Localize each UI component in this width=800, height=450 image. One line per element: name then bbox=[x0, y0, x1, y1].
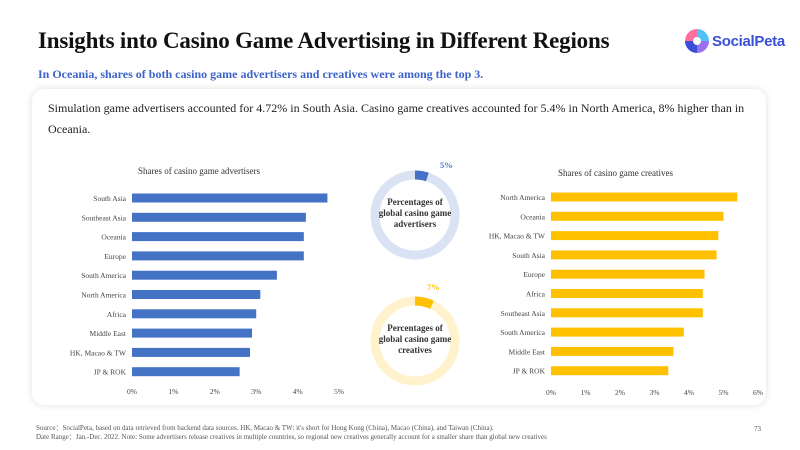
creatives-tick-label: 5% bbox=[719, 388, 729, 397]
advertisers-tick-label: 4% bbox=[293, 387, 303, 396]
creatives-bar bbox=[551, 366, 669, 376]
advertisers-bar bbox=[132, 347, 250, 357]
summary-text: Simulation game advertisers accounted fo… bbox=[48, 101, 745, 136]
advertisers-category-label: North America bbox=[81, 291, 126, 300]
advertisers-tick-label: 2% bbox=[210, 387, 220, 396]
advertisers-category-label: Middle East bbox=[90, 329, 127, 338]
advertisers-category-label: HK, Macao & TW bbox=[70, 348, 127, 357]
creatives-category-label: Oceania bbox=[520, 212, 545, 221]
advertisers-donut-label: global casino game bbox=[379, 208, 452, 218]
advertisers-category-label: Africa bbox=[107, 310, 127, 319]
creatives-category-label: North America bbox=[500, 193, 545, 202]
creatives-donut-label: global casino game bbox=[379, 334, 452, 344]
creatives-tick-label: 3% bbox=[650, 388, 660, 397]
creatives-bar bbox=[551, 269, 705, 279]
advertisers-bar bbox=[132, 212, 306, 222]
creatives-category-label: South America bbox=[500, 328, 545, 337]
socialpeta-logo-icon bbox=[685, 29, 709, 53]
creatives-donut-label: Percentages of bbox=[387, 323, 444, 333]
socialpeta-logo: SocialPeta bbox=[684, 28, 785, 54]
creatives-tick-label: 4% bbox=[684, 388, 694, 397]
logo-text: SocialPeta bbox=[712, 32, 785, 50]
creatives-bar bbox=[551, 250, 717, 260]
creatives-bar bbox=[551, 346, 674, 356]
advertisers-donut-value: 5% bbox=[440, 160, 453, 170]
creatives-tick-label: 1% bbox=[581, 388, 591, 397]
creatives-bar bbox=[551, 308, 703, 318]
advertisers-category-label: JP & ROK bbox=[94, 368, 127, 377]
creatives-category-label: Africa bbox=[526, 290, 546, 299]
advertisers-bar bbox=[132, 367, 240, 377]
advertisers-tick-label: 1% bbox=[168, 387, 178, 396]
creatives-tick-label: 2% bbox=[615, 388, 625, 397]
advertisers-bar bbox=[132, 193, 328, 203]
creatives-bar bbox=[551, 192, 738, 202]
footnote: Source：SocialPeta, based on data retriev… bbox=[36, 424, 547, 442]
creatives-category-label: South Asia bbox=[512, 251, 545, 260]
footnote-source: Source：SocialPeta, based on data retriev… bbox=[36, 424, 494, 432]
advertisers-bar bbox=[132, 309, 257, 319]
creatives-donut-label: creatives bbox=[398, 345, 432, 355]
advertisers-bar bbox=[132, 328, 253, 338]
advertisers-category-label: South America bbox=[81, 271, 126, 280]
advertisers-bar bbox=[132, 232, 304, 242]
page-title: Insights into Casino Game Advertising in… bbox=[38, 28, 610, 53]
advertisers-category-label: Oceania bbox=[101, 233, 126, 242]
advertisers-tick-label: 3% bbox=[251, 387, 261, 396]
creatives-tick-label: 0% bbox=[546, 388, 556, 397]
creatives-chart-title: Shares of casino game creatives bbox=[558, 168, 673, 178]
advertisers-category-label: South Asia bbox=[93, 194, 126, 203]
footnote-note: Date Range：Jan.-Dec. 2022. Note: Some ad… bbox=[36, 433, 547, 441]
creatives-category-label: HK, Macao & TW bbox=[489, 232, 546, 241]
creatives-bar bbox=[551, 289, 703, 298]
advertisers-tick-label: 0% bbox=[127, 387, 137, 396]
advertisers-donut-label: Percentages of bbox=[387, 197, 444, 207]
creatives-tick-label: 6% bbox=[753, 388, 763, 397]
advertisers-tick-label: 5% bbox=[334, 387, 344, 396]
page-subtitle: In Oceania, shares of both casino game a… bbox=[38, 67, 484, 81]
advertisers-category-label: Europe bbox=[104, 252, 126, 261]
creatives-category-label: JP & ROK bbox=[513, 367, 546, 376]
creatives-category-label: Europe bbox=[523, 270, 545, 279]
creatives-bar bbox=[551, 211, 724, 221]
advertisers-bar bbox=[132, 251, 304, 261]
advertisers-bar bbox=[132, 270, 277, 280]
creatives-donut-segment bbox=[414, 296, 434, 309]
creatives-category-label: Middle East bbox=[509, 347, 546, 356]
creatives-category-label: Southeast Asia bbox=[501, 309, 546, 318]
advertisers-donut-label: advertisers bbox=[394, 219, 437, 229]
advertisers-chart-title: Shares of casino game advertisers bbox=[138, 166, 260, 176]
creatives-bar bbox=[551, 231, 719, 241]
advertisers-bar bbox=[132, 290, 261, 299]
advertisers-category-label: Southeast Asia bbox=[82, 213, 127, 222]
page-number: 73 bbox=[754, 425, 761, 433]
creatives-bar bbox=[551, 327, 684, 337]
advertisers-donut-segment bbox=[414, 170, 429, 182]
creatives-donut-value: 7% bbox=[427, 282, 440, 292]
